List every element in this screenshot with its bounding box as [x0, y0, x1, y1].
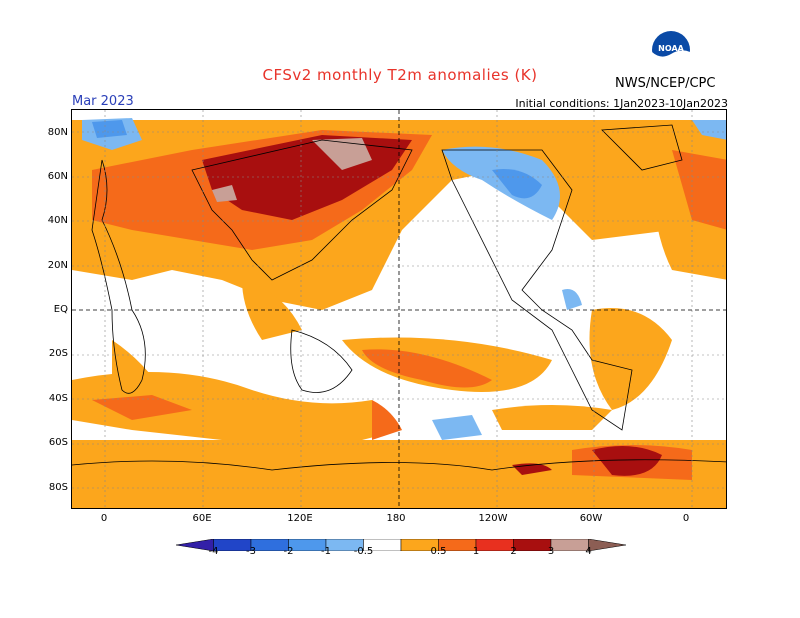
- lat-label-eq: EQ: [53, 304, 68, 315]
- colorbar-label: 2: [510, 546, 517, 557]
- lon-label-60e: 60E: [192, 513, 212, 524]
- lat-label-60s: 60S: [48, 437, 68, 448]
- lon-label-0: 0: [100, 513, 108, 524]
- colorbar-label: -4: [208, 546, 219, 557]
- lat-label-60n: 60N: [47, 171, 68, 182]
- noaa-logo: NOAA: [651, 30, 691, 73]
- lon-label-180: 180: [386, 513, 406, 524]
- graticule: [72, 110, 726, 508]
- colorbar-label: 3: [547, 546, 555, 557]
- colorbar-label: -0.5: [353, 546, 374, 557]
- anomaly-area-brown: [212, 138, 372, 202]
- anomaly-map: [71, 109, 727, 509]
- colorbar: [175, 536, 627, 555]
- colorbar-label: -1: [321, 546, 331, 557]
- lat-label-40s: 40S: [48, 393, 68, 404]
- org-label: NWS/NCEP/CPC: [615, 76, 716, 91]
- anomaly-area-mid-blue: [92, 120, 542, 199]
- lon-label-0-east: 0: [682, 513, 690, 524]
- map-title: CFSv2 monthly T2m anomalies (K): [262, 66, 538, 84]
- colorbar-label: 0.5: [430, 546, 447, 557]
- lat-label-20s: 20S: [48, 348, 68, 359]
- colorbar-label: 4: [585, 546, 592, 557]
- colorbar-label: 1: [472, 546, 480, 557]
- lat-label-40n: 40N: [47, 215, 68, 226]
- lat-label-80n: 80N: [47, 127, 68, 138]
- lat-label-20n: 20N: [47, 260, 68, 271]
- noaa-logo-text: NOAA: [658, 44, 684, 53]
- lon-label-60w: 60W: [579, 513, 603, 524]
- reference-lines: [72, 110, 726, 508]
- colorbar-label: -3: [246, 546, 256, 557]
- lon-label-120e: 120E: [287, 513, 313, 524]
- initial-conditions: Initial conditions: 1Jan2023-10Jan2023: [515, 97, 728, 110]
- lat-label-80s: 80S: [48, 482, 68, 493]
- colorbar-cell: [588, 538, 627, 552]
- colorbar-label: -2: [283, 546, 294, 557]
- lon-label-120w: 120W: [478, 513, 508, 524]
- forecast-month: Mar 2023: [72, 94, 134, 109]
